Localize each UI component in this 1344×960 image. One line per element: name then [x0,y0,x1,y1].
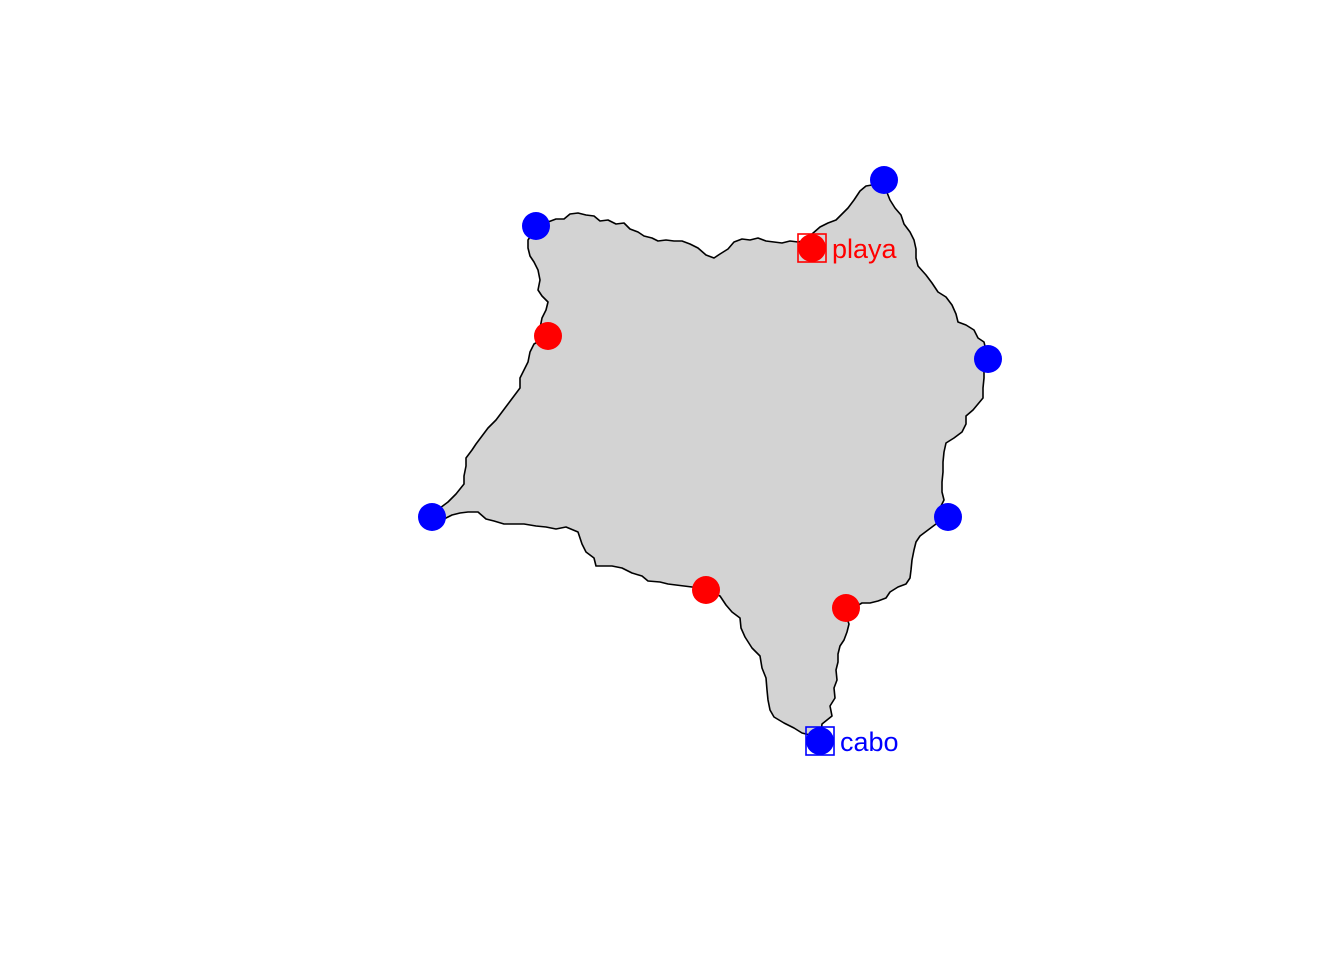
highlight-box-playa [797,233,827,263]
highlight-box-cabo [805,726,835,756]
midpoint-point-10 [832,594,860,622]
highlights-layer: playa cabo [797,233,899,757]
midpoint-point-9 [692,576,720,604]
vertex-point-2 [870,166,898,194]
vertex-point-5 [806,727,834,755]
midpoint-point-8 [534,322,562,350]
vertex-point-1 [522,212,550,240]
vertex-point-6 [418,503,446,531]
vertex-point-3 [974,345,1002,373]
place-label-cabo: cabo [840,727,899,757]
midpoint-point-7 [798,234,826,262]
vertex-point-4 [934,503,962,531]
island-shape [431,179,989,742]
place-label-playa: playa [832,234,898,264]
points-layer [418,166,1002,755]
